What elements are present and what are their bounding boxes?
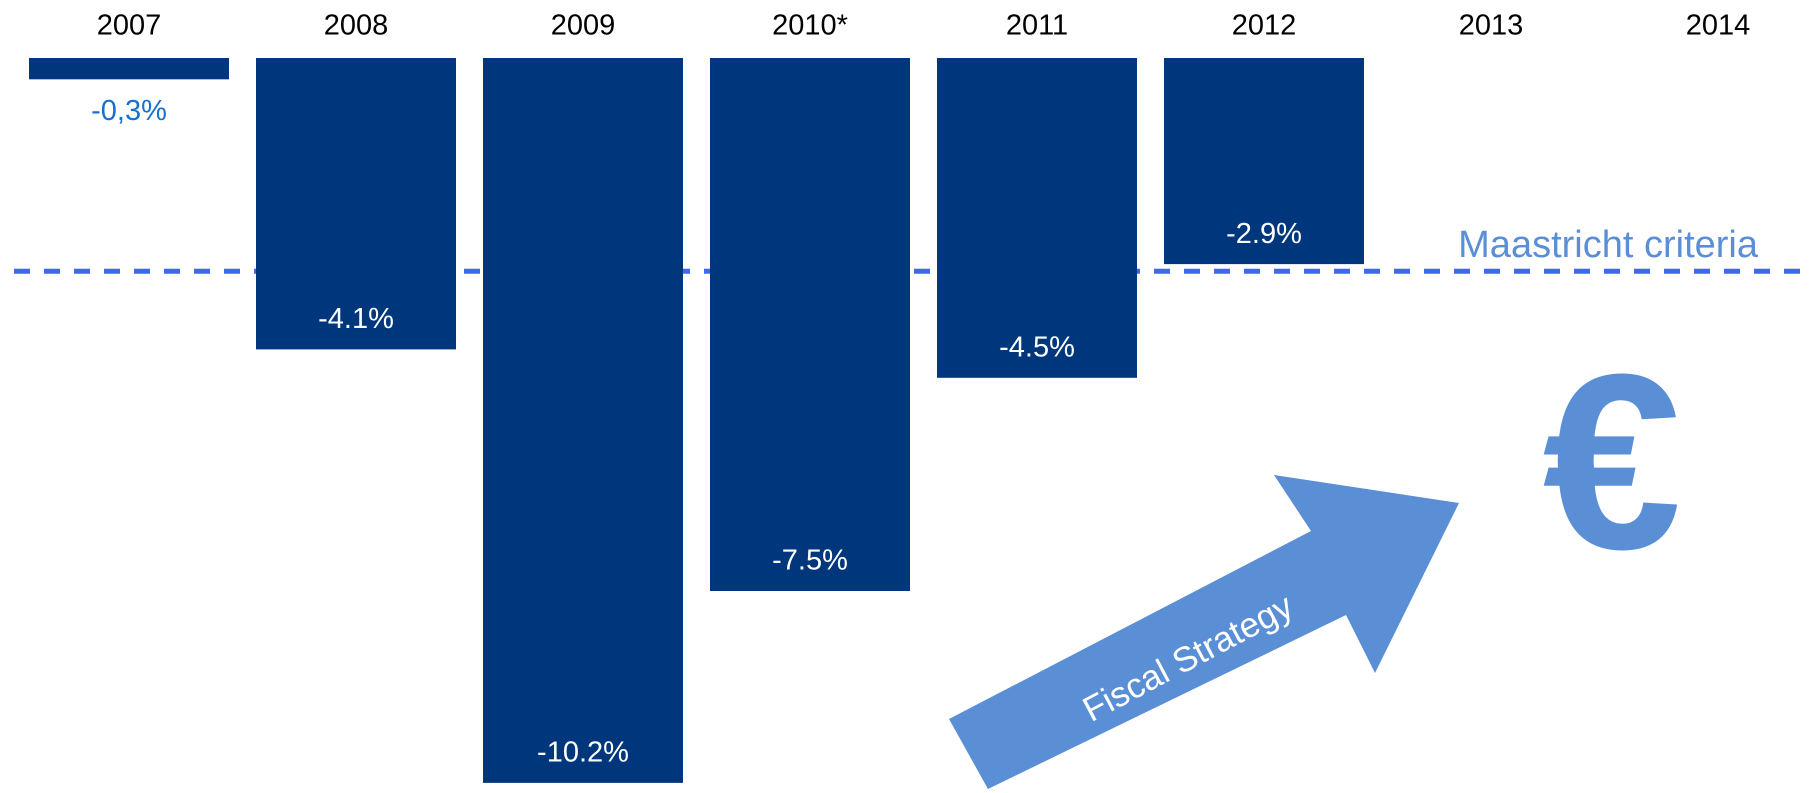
bar [29, 58, 229, 80]
value-label: -4.5% [999, 331, 1075, 363]
bar [710, 58, 910, 592]
reference-label: Maastricht criteria [1458, 224, 1759, 266]
value-label: -2.9% [1226, 218, 1302, 250]
x-tick-label: 2012 [1232, 10, 1297, 42]
value-label: -4.1% [318, 303, 394, 335]
x-tick-label: 2014 [1686, 10, 1751, 42]
x-tick-label: 2010* [772, 10, 848, 42]
euro-symbol: € [1542, 322, 1681, 601]
bar [483, 58, 683, 783]
bar [256, 58, 456, 350]
value-label: -0,3% [91, 95, 167, 127]
bar [937, 58, 1137, 378]
bar [1164, 58, 1364, 265]
arrow [949, 475, 1459, 789]
x-tick-label: 2008 [324, 10, 389, 42]
x-tick-label: 2007 [97, 10, 162, 42]
value-label: -7.5% [772, 545, 848, 577]
x-tick-label: 2013 [1459, 10, 1524, 42]
x-tick-label: 2009 [551, 10, 616, 42]
value-label: -10.2% [537, 737, 629, 769]
x-tick-label: 2011 [1006, 10, 1068, 42]
